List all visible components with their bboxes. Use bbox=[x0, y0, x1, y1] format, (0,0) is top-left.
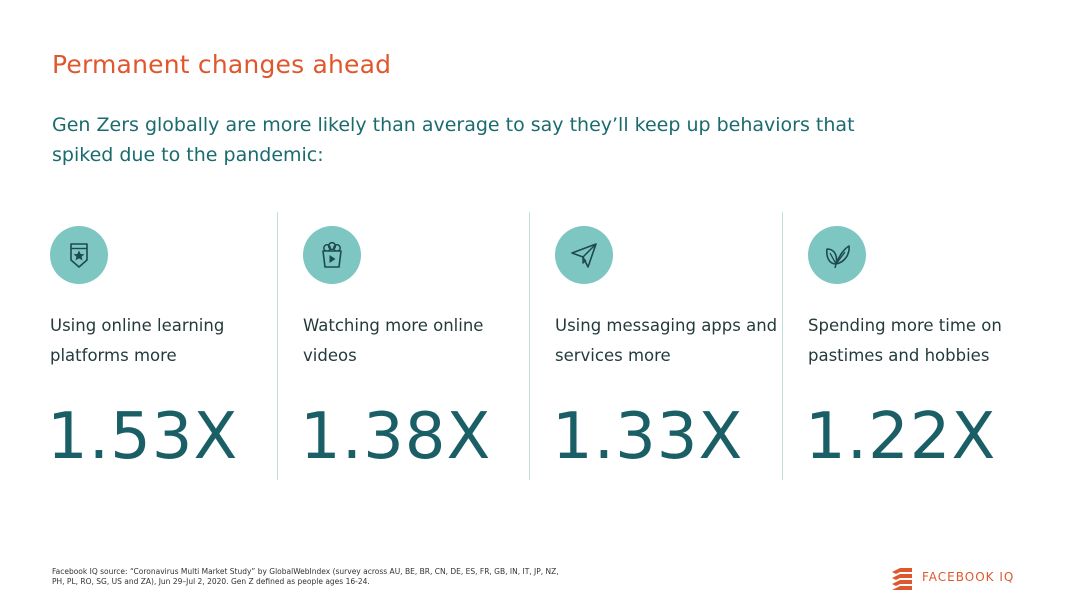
popcorn-play-icon bbox=[303, 226, 361, 284]
column-divider bbox=[782, 212, 783, 480]
stat-label: Spending more time on pastimes and hobbi… bbox=[808, 316, 1002, 365]
brand-name: FACEBOOK IQ bbox=[922, 570, 1015, 584]
stat-value: 1.33X bbox=[552, 400, 744, 474]
stat-label: Watching more online videos bbox=[303, 316, 484, 365]
stat-value: 1.38X bbox=[300, 400, 492, 474]
column-divider bbox=[277, 212, 278, 480]
stat-label: Using online learning platforms more bbox=[50, 316, 225, 365]
stats-row: Using online learning platforms more 1.5… bbox=[0, 212, 1080, 480]
column-divider bbox=[529, 212, 530, 480]
badge-star-icon bbox=[50, 226, 108, 284]
page-subtitle: Gen Zers globally are more likely than a… bbox=[52, 114, 855, 166]
stat-value: 1.22X bbox=[805, 400, 997, 474]
stat-label: Using messaging apps and services more bbox=[555, 316, 778, 365]
leaves-icon bbox=[808, 226, 866, 284]
paper-plane-icon bbox=[555, 226, 613, 284]
facebook-iq-icon bbox=[892, 568, 912, 590]
stat-value: 1.53X bbox=[47, 400, 239, 474]
source-note: Facebook IQ source: “Coronavirus Multi M… bbox=[52, 567, 559, 586]
page-title: Permanent changes ahead bbox=[52, 50, 392, 79]
